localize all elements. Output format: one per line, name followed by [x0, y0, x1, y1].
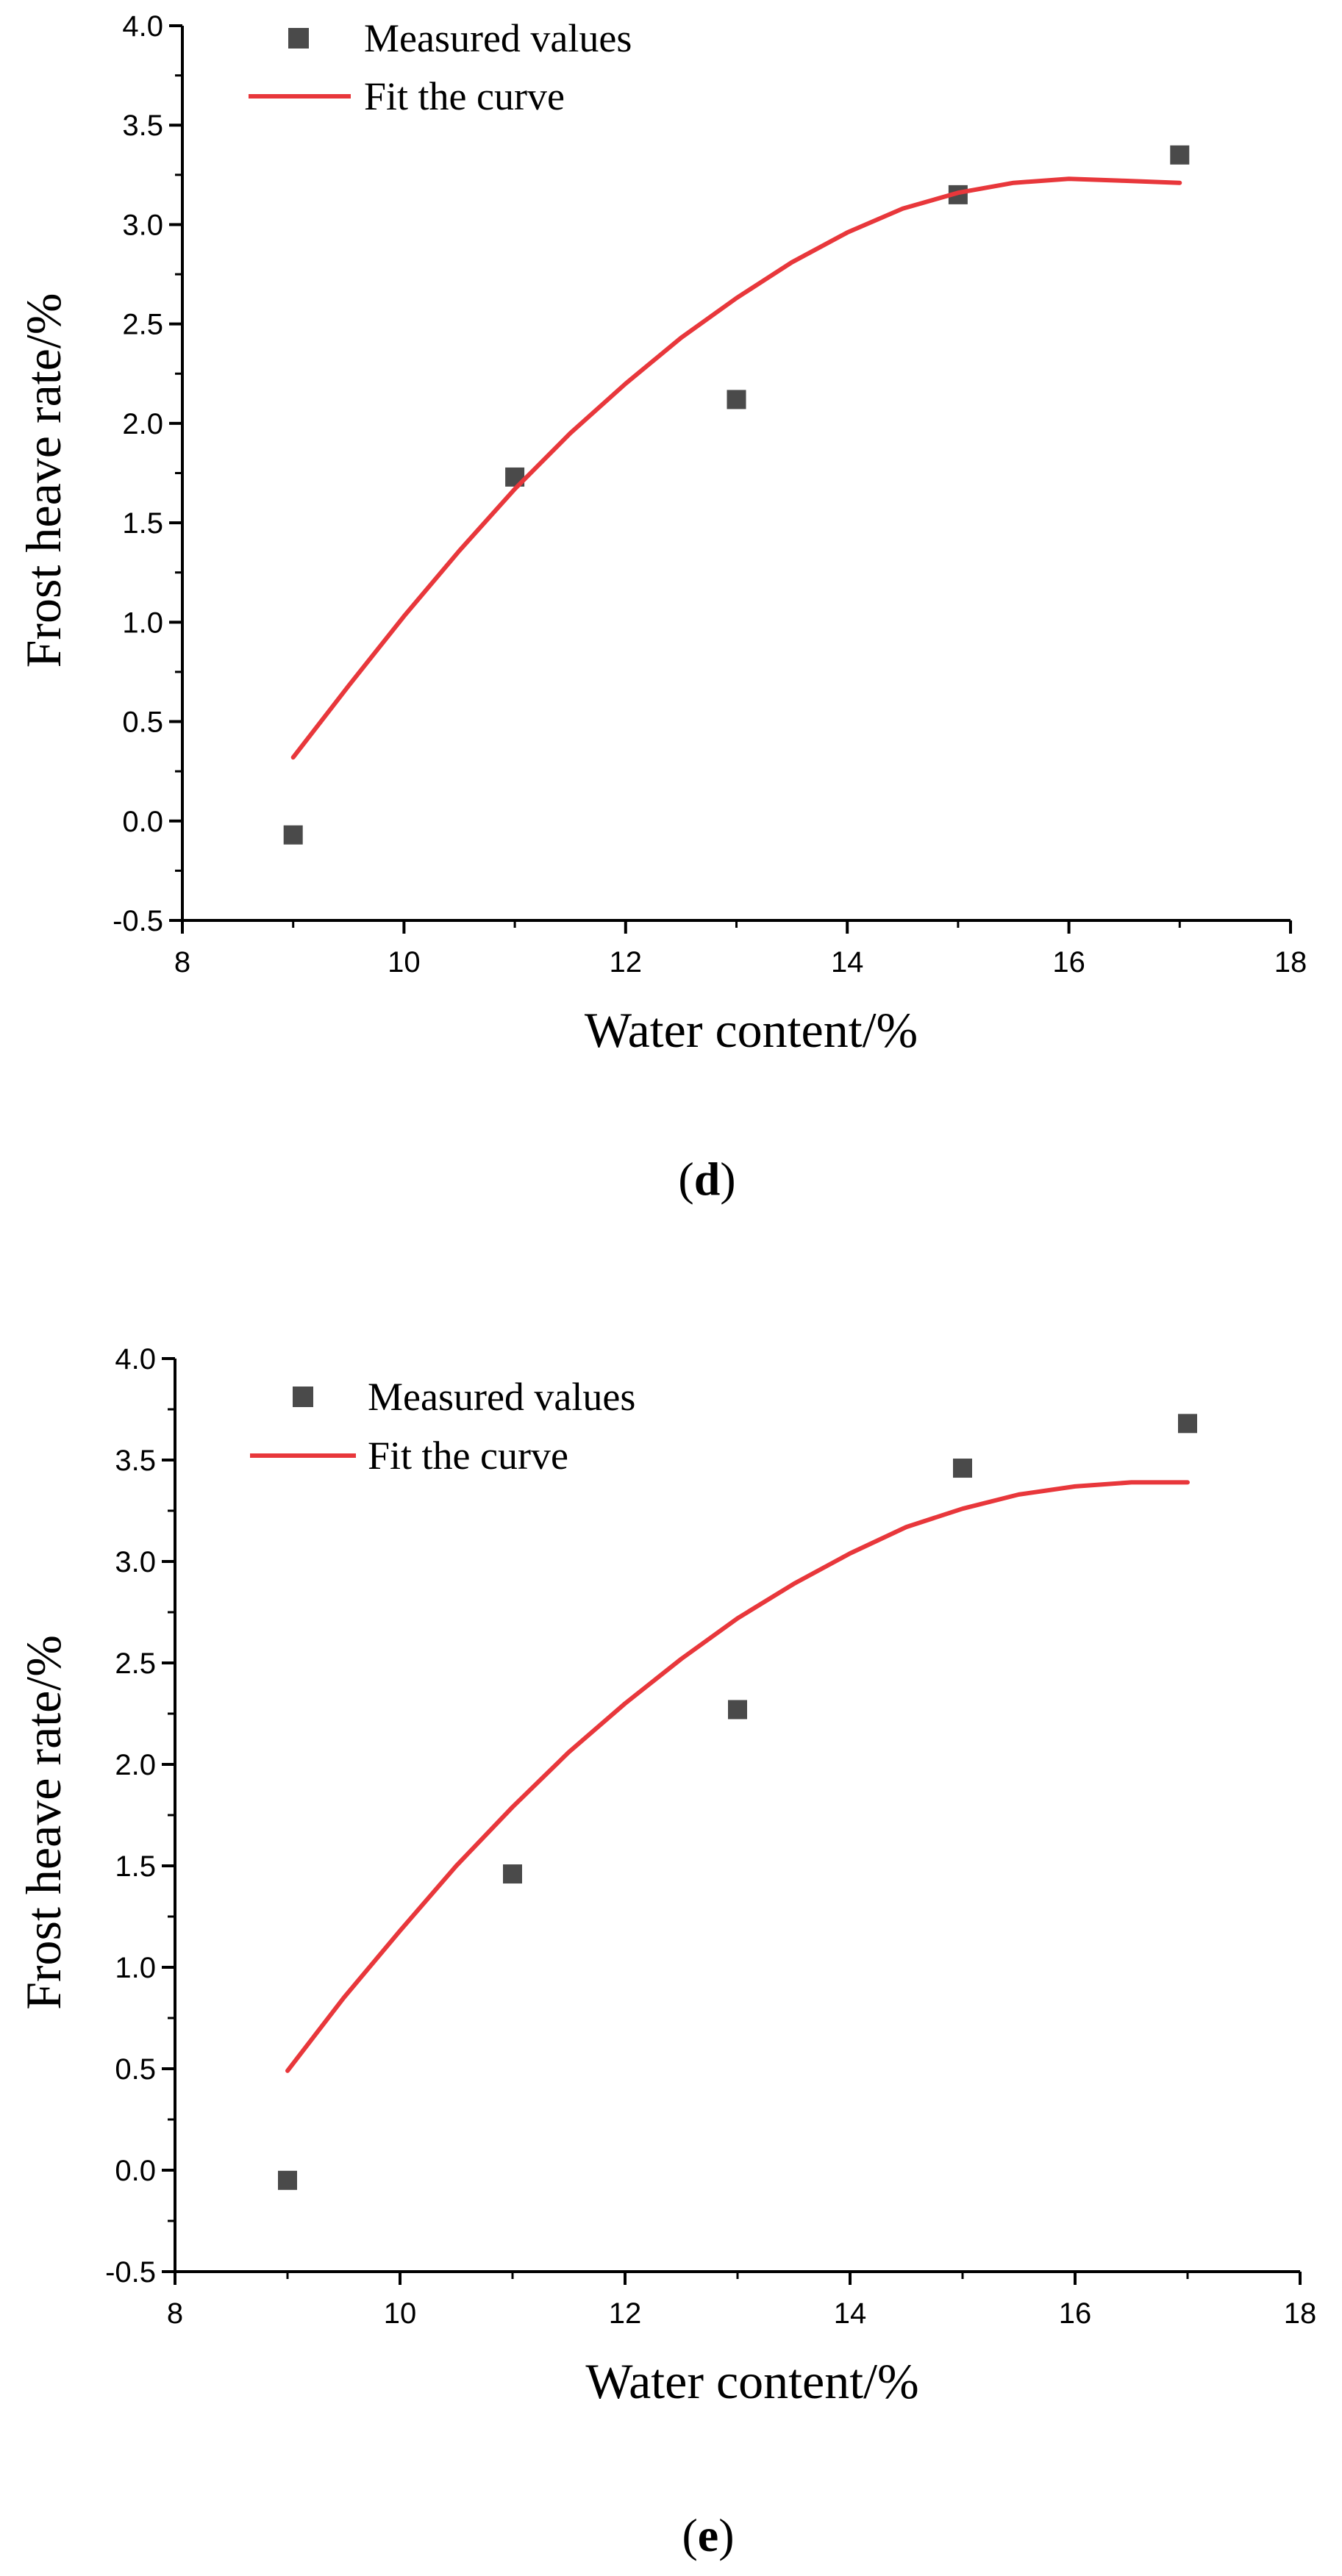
measured-point	[953, 1459, 972, 1478]
x-tick-label: 12	[609, 2297, 642, 2330]
y-tick-label: 2.5	[115, 1647, 156, 1680]
legend: Measured values Fit the curve	[249, 16, 632, 118]
y-tick-label: 2.5	[122, 309, 163, 341]
x-tick-label: 14	[831, 946, 864, 978]
y-axis-title: Frost heave rate/%	[15, 1635, 71, 2010]
x-axis-title: Water content/%	[585, 2353, 918, 2409]
panel-letter: e	[698, 2509, 718, 2561]
y-tick-label: 0.0	[115, 2155, 156, 2187]
measured-point	[278, 2170, 297, 2190]
y-tick-label: 0.5	[122, 706, 163, 739]
measured-point	[503, 1864, 522, 1884]
panel-label: (d)	[678, 1153, 735, 1205]
legend-marker-measured	[293, 1387, 313, 1407]
legend-label-fit: Fit the curve	[364, 74, 565, 118]
x-tick-label: 8	[167, 2297, 183, 2330]
y-tick-label: 1.0	[115, 1952, 156, 1984]
chart-panel-d: 8 10 12 14 16 18 -0.5 0.0 0.5 1.0 1.5 2.0 2.5 3.0 3.5 4…	[15, 10, 1307, 1205]
y-tick-label: 2.0	[122, 408, 163, 440]
x-tick-label: 18	[1284, 2297, 1317, 2330]
y-tick-label: 1.0	[122, 607, 163, 639]
legend-marker-measured	[288, 28, 309, 49]
y-tick-label: 0.5	[115, 2053, 156, 2086]
panel-label: (e)	[682, 2509, 734, 2561]
legend-label-fit: Fit the curve	[368, 1434, 568, 1478]
legend-label-measured: Measured values	[368, 1375, 635, 1419]
x-tick-label: 14	[834, 2297, 867, 2330]
y-tick-label: 2.0	[115, 1749, 156, 1781]
x-tick-label: 16	[1052, 946, 1085, 978]
y-tick-label: 1.5	[115, 1850, 156, 1883]
y-axis-title: Frost heave rate/%	[15, 293, 71, 668]
y-tick-label: 1.5	[122, 507, 163, 540]
legend-label-measured: Measured values	[364, 16, 632, 60]
y-tick-label: 3.5	[115, 1445, 156, 1477]
y-tick-label: 3.5	[122, 110, 163, 142]
fit-curve-line	[290, 176, 1182, 760]
measured-point	[727, 390, 746, 409]
y-tick-label: 3.0	[122, 209, 163, 241]
measured-point	[1170, 145, 1190, 165]
x-axis-title: Water content/%	[585, 1002, 918, 1058]
y-tick-label: 4.0	[115, 1343, 156, 1375]
x-tick-label: 16	[1059, 2297, 1092, 2330]
y-tick-label: -0.5	[113, 905, 163, 937]
measured-point	[1178, 1414, 1197, 1434]
measured-point	[728, 1700, 747, 1720]
fit-curve-line	[285, 1480, 1190, 2073]
x-tick-label: 10	[388, 946, 421, 978]
y-tick-label: -0.5	[105, 2256, 156, 2289]
x-tick-label: 8	[174, 946, 190, 978]
panel-letter: d	[694, 1153, 721, 1205]
y-tick-label: 0.0	[122, 806, 163, 838]
x-tick-label: 12	[610, 946, 643, 978]
y-tick-label: 3.0	[115, 1546, 156, 1578]
measured-point	[283, 825, 303, 845]
chart-panel-e: 8 10 12 14 16 18 -0.5 0.0 0.5 1.0 1.5 2.0 2.5 3.0 3.5 4…	[15, 1343, 1316, 2561]
legend: Measured values Fit the curve	[250, 1375, 635, 1478]
x-tick-label: 10	[384, 2297, 417, 2330]
x-tick-label: 18	[1274, 946, 1307, 978]
y-tick-label: 4.0	[122, 10, 163, 43]
